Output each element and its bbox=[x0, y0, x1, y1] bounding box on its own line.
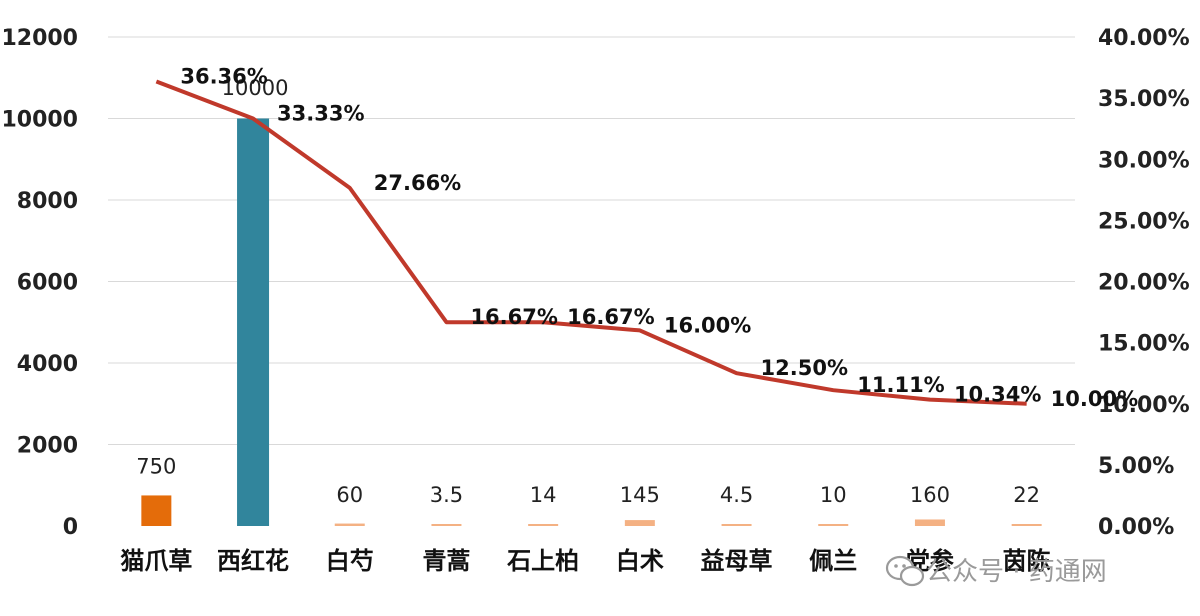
bar-data-labels: 750 10000 60 3.5 14 145 4.5 10 160 22 bbox=[136, 76, 1040, 507]
bar bbox=[528, 524, 559, 526]
watermark-text: 公众号 · 药通网 bbox=[926, 557, 1107, 587]
right-tick-label: 10.00% bbox=[1098, 393, 1190, 418]
bar bbox=[334, 523, 365, 526]
bar bbox=[141, 495, 172, 526]
line-data-label: 11.11% bbox=[857, 373, 944, 397]
right-axis: 0.00% 5.00% 10.00% 15.00% 20.00% 25.00% 30.00%… bbox=[1098, 26, 1190, 540]
right-tick-label: 15.00% bbox=[1098, 332, 1190, 357]
right-tick-label: 25.00% bbox=[1098, 209, 1190, 234]
left-tick-label: 12000 bbox=[1, 26, 78, 51]
watermark: 公众号 · 药通网 bbox=[885, 555, 1107, 587]
left-tick-label: 2000 bbox=[17, 434, 78, 459]
bar-data-label: 60 bbox=[336, 483, 363, 507]
line-data-labels: 36.36% 33.33% 27.66% 16.67% 16.67% 16.00% 12.5… bbox=[180, 64, 1138, 410]
left-tick-label: 4000 bbox=[17, 352, 78, 377]
percentage-line bbox=[155, 79, 1027, 406]
left-tick-label: 0 bbox=[63, 515, 78, 540]
bar-data-label: 10 bbox=[820, 483, 847, 507]
bar-data-label: 22 bbox=[1013, 483, 1040, 507]
right-tick-label: 20.00% bbox=[1098, 271, 1190, 296]
bar bbox=[431, 524, 462, 526]
bar-data-label: 750 bbox=[136, 454, 176, 478]
category-axis: 猫爪草 西红花 白芍 青蒿 石上柏 白术 益母草 佩兰 党参 茵陈 bbox=[120, 547, 1050, 575]
left-tick-label: 10000 bbox=[1, 108, 78, 133]
bar bbox=[624, 520, 655, 526]
gridlines bbox=[108, 36, 1075, 445]
right-tick-label: 0.00% bbox=[1098, 515, 1174, 540]
right-tick-label: 5.00% bbox=[1098, 454, 1174, 479]
category-label: 西红花 bbox=[217, 547, 289, 575]
line-data-label: 16.67% bbox=[470, 305, 557, 329]
category-label: 白术 bbox=[616, 547, 664, 575]
bar-data-label: 10000 bbox=[222, 76, 289, 100]
line-data-label: 12.50% bbox=[761, 356, 848, 380]
category-label: 佩兰 bbox=[809, 547, 857, 575]
right-tick-label: 30.00% bbox=[1098, 148, 1190, 173]
bar bbox=[1011, 524, 1042, 526]
bar-data-label: 3.5 bbox=[430, 483, 463, 507]
category-label: 白芍 bbox=[326, 547, 374, 575]
category-label: 石上柏 bbox=[506, 547, 579, 575]
left-tick-label: 8000 bbox=[17, 189, 78, 214]
line-data-label: 16.67% bbox=[567, 305, 654, 329]
wechat-icon bbox=[885, 555, 925, 587]
line-data-label: 10.34% bbox=[954, 383, 1041, 407]
bar bbox=[721, 524, 752, 526]
category-label: 猫爪草 bbox=[120, 547, 192, 575]
bar-data-label: 14 bbox=[530, 483, 557, 507]
line-data-label: 27.66% bbox=[374, 171, 461, 195]
bar bbox=[818, 524, 849, 526]
bar-data-label: 4.5 bbox=[720, 483, 753, 507]
bar-data-label: 160 bbox=[910, 483, 950, 507]
line-data-label: 36.36% bbox=[180, 64, 267, 88]
category-label: 青蒿 bbox=[422, 547, 470, 575]
category-label: 益母草 bbox=[701, 547, 773, 575]
bar-series bbox=[141, 118, 1042, 526]
bar bbox=[237, 118, 270, 526]
right-tick-label: 35.00% bbox=[1098, 87, 1190, 112]
left-tick-label: 6000 bbox=[17, 271, 78, 296]
right-tick-label: 40.00% bbox=[1098, 26, 1190, 51]
line-data-label: 33.33% bbox=[277, 102, 364, 126]
bar-data-label: 145 bbox=[620, 483, 660, 507]
line-data-label: 16.00% bbox=[664, 313, 751, 337]
left-axis: 0 2000 4000 6000 8000 10000 12000 bbox=[1, 26, 78, 540]
category-label: 茵陈 bbox=[1003, 547, 1051, 575]
line-data-label: 10.00% bbox=[1051, 387, 1138, 411]
bar bbox=[914, 519, 945, 526]
line-series bbox=[155, 79, 1027, 406]
